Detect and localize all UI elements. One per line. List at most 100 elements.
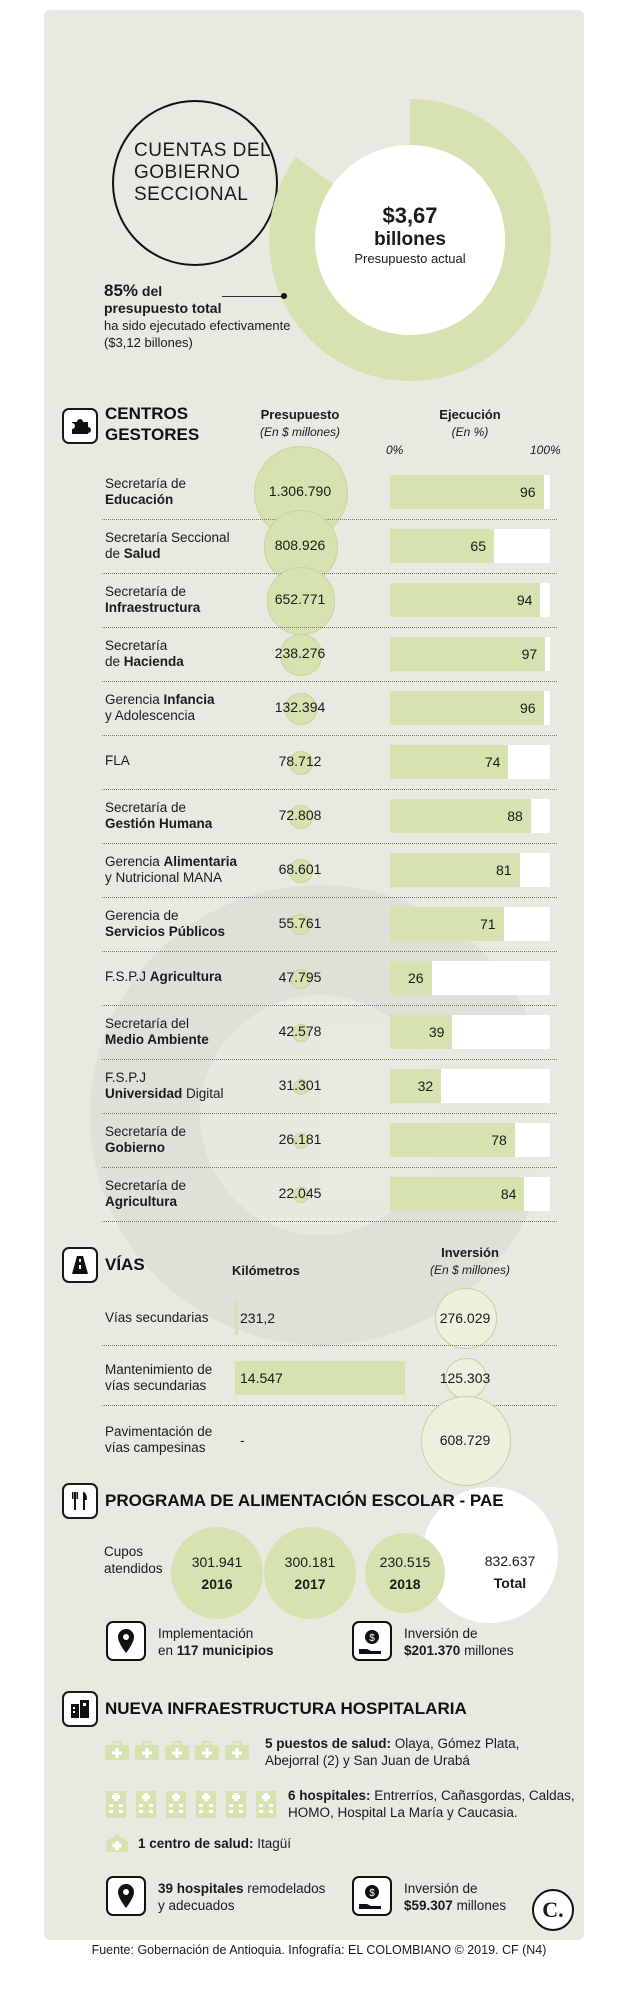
row-separator (102, 1167, 557, 1168)
budget-donut (269, 99, 551, 381)
row-label-bold: Alimentaria (163, 854, 238, 869)
row-label: Secretaría de Gestión Humana (105, 800, 255, 832)
road-icon (62, 1247, 98, 1283)
exec-bar (390, 745, 509, 779)
row-label-text: Gerencia (105, 854, 164, 869)
exec-value: 97 (521, 646, 538, 662)
row-separator (102, 627, 557, 628)
pae-implementation: Implementación en 117 municipios (158, 1625, 274, 1659)
row-label: Secretaría de Gobierno (105, 1124, 255, 1156)
hospital-building-icon (62, 1691, 98, 1727)
row-label-text: F.S.P.J (105, 969, 150, 984)
pae-year-value: 230.515 (379, 1553, 431, 1570)
budget-value: 72.808 (278, 807, 322, 823)
exec-bar (390, 1123, 515, 1157)
row-label-bold: Gestión Humana (105, 816, 213, 831)
row-label-text: de (105, 546, 124, 561)
col-exec-header: Ejecución (439, 407, 501, 422)
row-label-line-2: Infraestructura (105, 600, 255, 616)
axis-max-label: 100% (530, 443, 561, 457)
row-label: Secretaría de Educación (105, 476, 255, 508)
puestos-text: 5 puestos de salud: Olaya, Gómez Plata, … (265, 1735, 519, 1769)
hospital-icon (106, 1791, 126, 1818)
donut-center: $3,67 billones Presupuesto actual (310, 203, 510, 266)
pae-year-value: 300.181 (284, 1553, 336, 1570)
pae-inv-unit: millones (460, 1643, 514, 1658)
budget-value: 652.771 (274, 591, 326, 607)
puestos-list-1: Olaya, Gómez Plata, (391, 1736, 520, 1751)
vias-row-label: Vías secundarias (105, 1310, 255, 1326)
hosp-title: NUEVA INFRAESTRUCTURA HOSPITALARIA (105, 1699, 467, 1718)
title-line-3: SECCIONAL (134, 184, 249, 205)
row-label-line-1: FLA (105, 753, 255, 769)
km-bar (235, 1300, 238, 1335)
row-label-line-1: Gerencia Alimentaria (105, 854, 255, 870)
hospital-icon (256, 1791, 276, 1818)
row-label-line-2: de Hacienda (105, 654, 255, 670)
remodeled-text: 39 hospitales remodelados y adecuados (158, 1880, 325, 1914)
row-label-bold: Agricultura (149, 969, 222, 984)
row-label-bold: Salud (123, 546, 161, 561)
budget-bubble (289, 859, 313, 883)
budget-bubble (293, 1133, 309, 1149)
hospital-icon (196, 1791, 216, 1818)
vias-separator (102, 1345, 557, 1346)
health-center-text: 1 centro de salud: Itagüí (138, 1836, 291, 1851)
hospital-icon (226, 1791, 246, 1818)
hospital-icon (136, 1791, 156, 1818)
col-budget-unit: (En $ millones) (259, 425, 341, 439)
inv-value: 608.729 (439, 1432, 491, 1448)
health-center-count: 1 centro de salud: (138, 1836, 254, 1851)
vias-row-label: Mantenimiento de vías secundarias (105, 1362, 255, 1394)
vias-row-label-line-2: vías campesinas (105, 1440, 206, 1455)
row-label-line-1: Secretaría de (105, 476, 255, 492)
title-line-1: CUENTAS DEL (134, 140, 272, 161)
hospitals-list-2: HOMO, Hospital La María y Caucasia. (288, 1805, 518, 1820)
exec-bar (390, 475, 544, 509)
row-label-line-2: Educación (105, 492, 255, 508)
exec-bar (390, 637, 546, 671)
budget-bubble (280, 634, 322, 676)
exec-bar (390, 799, 531, 833)
centros-title-line-2: GESTORES (105, 425, 200, 444)
row-label-line-1: Gerencia de (105, 908, 255, 924)
exec-value: 88 (507, 808, 523, 824)
budget-value: 132.394 (274, 699, 326, 715)
exec-value: 26 (408, 970, 424, 986)
pae-year-circle: 301.941 2016 (171, 1527, 263, 1619)
vias-row-label-line-1: Pavimentación de (105, 1424, 213, 1439)
vias-row-label-line-1: Vías secundarias (105, 1309, 209, 1325)
pae-year-label: 2016 (201, 1576, 233, 1592)
pae-inv-value: $201.370 (404, 1643, 461, 1658)
row-label-bold: Infancia (163, 692, 215, 707)
row-label-line-1: Secretaría de (105, 1124, 255, 1140)
watermark-circle (422, 1487, 558, 1623)
row-label-bold: Educación (105, 492, 174, 507)
exec-bar (390, 961, 432, 995)
row-label-line-1: Secretaría de (105, 1178, 255, 1194)
fork-knife-icon (62, 1483, 98, 1519)
remodeled-line-2: y adecuados (158, 1898, 235, 1913)
hosp-inv-line-1: Inversión de (404, 1881, 478, 1896)
executed-pct: 85% (104, 281, 139, 300)
health-post-icon (165, 1741, 189, 1760)
pae-title: PROGRAMA DE ALIMENTACIÓN ESCOLAR - PAE (105, 1491, 504, 1510)
row-label-bold: Hacienda (123, 654, 184, 669)
row-label-bold: Agricultura (105, 1194, 178, 1209)
row-label: Secretaría de Hacienda (105, 638, 255, 670)
row-label-text: Secretaría del (105, 1016, 190, 1031)
row-label-text: FLA (105, 753, 130, 768)
source-footer: Fuente: Gobernación de Antioquia. Infogr… (91, 1943, 547, 1957)
row-label-text: Digital (182, 1086, 224, 1101)
row-label-text: Secretaría de (105, 800, 187, 815)
pae-total: 832.637 Total (465, 1553, 555, 1591)
hosp-inv-unit: millones (452, 1898, 507, 1913)
row-label-line-1: Secretaría (105, 638, 255, 654)
pae-inv-line-1: Inversión de (404, 1626, 478, 1641)
executed-leader-dot (281, 293, 287, 299)
pae-total-value: 832.637 (484, 1553, 536, 1569)
exec-bar (390, 907, 504, 941)
hosp-inv-value: $59.307 (404, 1898, 453, 1913)
row-label: Gerencia Alimentaria y Nutricional MANA (105, 854, 255, 886)
health-post-icon (225, 1741, 249, 1760)
